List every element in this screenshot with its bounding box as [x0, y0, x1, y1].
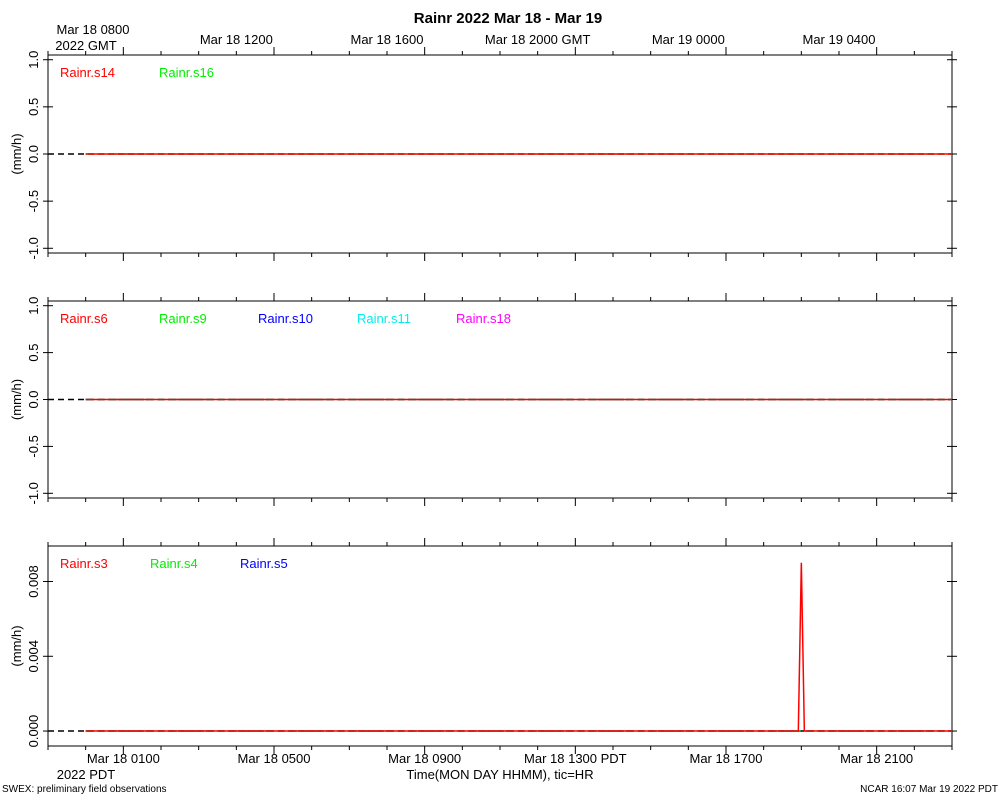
bottom-axis-label: Mar 18 0900: [388, 751, 461, 766]
bottom-axis-year-label: 2022 PDT: [57, 767, 116, 782]
legend-entry: Rainr.s18: [456, 311, 511, 326]
top-axis-label: Mar 18 1200: [200, 32, 273, 47]
top-axis-first-label-line2: 2022 GMT: [55, 38, 116, 53]
panels-group: Mar 18 1200 Mar 18 1600 Mar 18 2000 GMT Mar…: [9, 32, 957, 766]
y-tick-label: 0.008: [26, 565, 41, 598]
y-tick-label: 0.004: [26, 640, 41, 673]
y-tick-label: 1.0: [26, 297, 41, 315]
top-axis-label: Mar 19 0400: [803, 32, 876, 47]
bottom-axis-label: Mar 18 0500: [238, 751, 311, 766]
legend-entry: Rainr.s3: [60, 556, 108, 571]
y-tick-label: -0.5: [26, 190, 41, 212]
y-tick-label: 0.0: [26, 390, 41, 408]
series-line-Rainr.s3: [85, 562, 952, 732]
legend-entry: Rainr.s6: [60, 311, 108, 326]
plot-frame: [47, 545, 953, 747]
top-axis-label: Mar 18 1600: [351, 32, 424, 47]
y-axis-label: (mm/h): [9, 133, 24, 174]
panel-2: -1.0 -0.5 0.0 0.5 1.0 (mm/h) Rainr.s6 Rainr.s9 R…: [9, 293, 957, 506]
y-tick-label: 0.000: [26, 715, 41, 748]
legend-entry: Rainr.s14: [60, 65, 115, 80]
footer-left-note: SWEX: preliminary field observations: [2, 784, 167, 795]
legend-entry: Rainr.s5: [240, 556, 288, 571]
top-axis-first-label-line1: Mar 18 0800: [57, 22, 130, 37]
y-tick-label: -1.0: [26, 482, 41, 504]
panel-1: -1.0 -0.5 0.0 0.5 1.0 (mm/h) Rainr.s14 Rainr.s1…: [9, 47, 957, 261]
top-axis-label: Mar 19 0000: [652, 32, 725, 47]
y-axis-label: (mm/h): [9, 379, 24, 420]
y-axis-label: (mm/h): [9, 625, 24, 666]
bottom-axis-label: Mar 18 1700: [690, 751, 763, 766]
y-tick-label: -0.5: [26, 435, 41, 457]
legend-entry: Rainr.s4: [150, 556, 198, 571]
top-axis-label: Mar 18 2000 GMT: [485, 32, 591, 47]
y-tick-label: 0.5: [26, 344, 41, 362]
legend-entry: Rainr.s11: [357, 311, 411, 326]
y-tick-label: 0.0: [26, 145, 41, 163]
panel-3: 0.000 0.004 0.008 (mm/h) Rainr.s3 Rainr.s4 Rai…: [9, 538, 957, 754]
y-tick-label: 0.5: [26, 98, 41, 116]
bottom-axis-label: Mar 18 1300 PDT: [524, 751, 627, 766]
bottom-axis-label: Mar 18 2100: [840, 751, 913, 766]
bottom-axis-label: Mar 18 0100: [87, 751, 160, 766]
legend-entry: Rainr.s16: [159, 65, 214, 80]
chart-title: Rainr 2022 Mar 18 - Mar 19: [414, 10, 602, 27]
x-axis-label: Time(MON DAY HHMM), tic=HR: [406, 767, 593, 782]
footer-right-note: NCAR 16:07 Mar 19 2022 PDT: [860, 784, 998, 795]
legend-entry: Rainr.s10: [258, 311, 313, 326]
y-tick-label: -1.0: [26, 237, 41, 259]
y-tick-label: 1.0: [26, 51, 41, 69]
legend-entry: Rainr.s9: [159, 311, 207, 326]
